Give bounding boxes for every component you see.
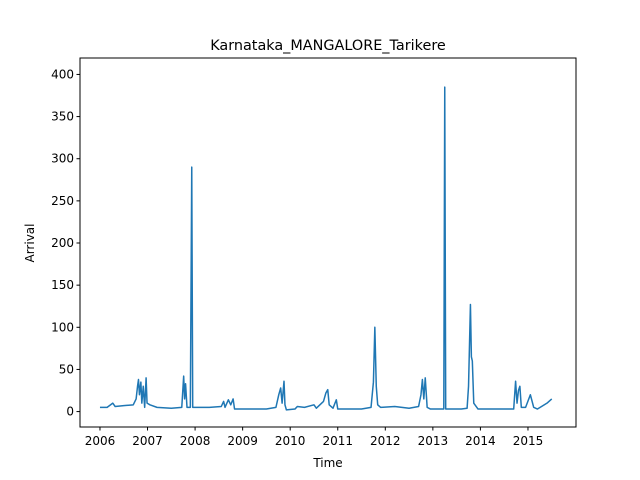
x-tick-label: 2013 bbox=[418, 434, 449, 448]
y-tick-label: 350 bbox=[51, 110, 74, 124]
y-tick-label: 0 bbox=[66, 405, 74, 419]
x-tick-label: 2009 bbox=[227, 434, 258, 448]
x-tick-label: 2015 bbox=[513, 434, 544, 448]
y-tick-label: 400 bbox=[51, 67, 74, 81]
x-tick-label: 2011 bbox=[322, 434, 353, 448]
x-tick-label: 2010 bbox=[275, 434, 306, 448]
y-axis-label: Arrival bbox=[23, 224, 37, 263]
plot-frame bbox=[79, 57, 577, 428]
data-line bbox=[99, 86, 553, 411]
y-tick-label: 150 bbox=[51, 278, 74, 292]
x-tick-label: 2012 bbox=[370, 434, 401, 448]
x-tick-label: 2006 bbox=[85, 434, 116, 448]
y-tick-label: 100 bbox=[51, 320, 74, 334]
y-tick-label: 200 bbox=[51, 236, 74, 250]
chart-title: Karnataka_MANGALORE_Tarikere bbox=[210, 38, 446, 54]
x-axis-label: Time bbox=[312, 456, 342, 470]
y-tick-label: 300 bbox=[51, 152, 74, 166]
y-tick-label: 50 bbox=[59, 362, 74, 376]
x-tick-label: 2014 bbox=[465, 434, 496, 448]
y-tick-label: 250 bbox=[51, 194, 74, 208]
x-tick-label: 2007 bbox=[132, 434, 163, 448]
x-tick-label: 2008 bbox=[180, 434, 211, 448]
